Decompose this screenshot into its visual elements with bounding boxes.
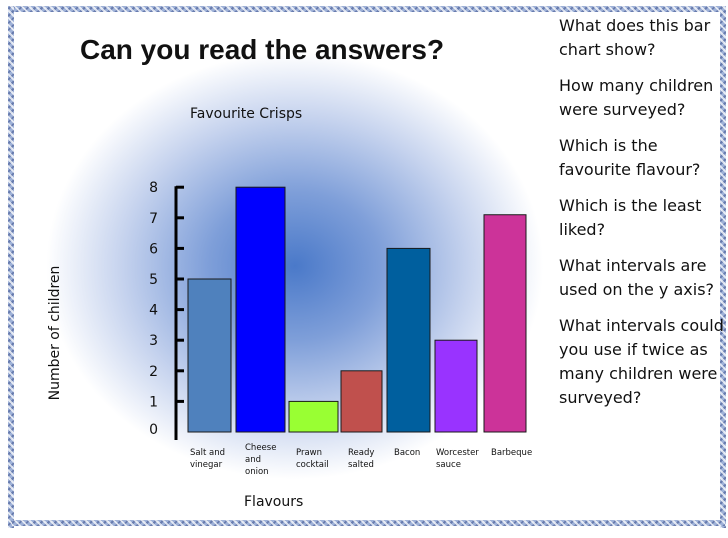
x-tick-label: Ready salted <box>348 448 374 470</box>
labels-layer: Salt and vinegar Cheese and onion Prawn cockta… <box>47 106 532 510</box>
question-item: What intervals could you use if twice as… <box>559 316 724 407</box>
x-tick-label: Barbeque <box>491 448 532 458</box>
bar <box>340 370 383 433</box>
question-item: What intervals are used on the y axis? <box>559 256 715 299</box>
y-tick-label: 1 <box>149 394 158 410</box>
border-bottom <box>12 520 725 526</box>
y-axis: 0 1 2 3 4 5 6 7 8 <box>149 180 184 440</box>
x-axis-label: Flavours <box>244 494 303 510</box>
bars-layer <box>187 186 527 433</box>
bar <box>483 214 527 433</box>
x-tick-label: Cheese and onion <box>245 443 276 477</box>
y-tick-label: 2 <box>149 364 158 380</box>
question-item: How many children were surveyed? <box>559 76 714 119</box>
x-tick-label: Salt and vinegar <box>190 448 225 470</box>
chart-slide: Can you read the answers? 0 1 2 3 4 5 6 7 8 Salt… <box>14 12 554 520</box>
question-list: What does this bar chart show? How many c… <box>559 14 725 422</box>
x-tick-label: Prawn cocktail <box>296 448 329 470</box>
bar <box>187 278 232 433</box>
y-tick-label: 3 <box>149 333 158 349</box>
question-item: Which is the favourite flavour? <box>559 136 701 179</box>
y-tick-label: 5 <box>149 272 158 288</box>
border-left <box>8 6 14 528</box>
bar-chart: 0 1 2 3 4 5 6 7 8 Salt and vinegar Cheese and onion P… <box>47 106 532 510</box>
bar <box>434 339 478 433</box>
y-axis-label: Number of children <box>47 266 63 401</box>
y-tick-label: 7 <box>149 211 158 227</box>
x-tick-label: Bacon <box>394 448 420 458</box>
chart-title: Favourite Crisps <box>190 106 302 122</box>
bar <box>235 186 286 433</box>
x-tick-label: Worcester sauce <box>436 448 479 470</box>
question-item: Which is the least liked? <box>559 196 702 239</box>
border-right <box>720 6 726 528</box>
question-item: What does this bar chart show? <box>559 16 711 59</box>
y-tick-label: 8 <box>149 180 158 196</box>
bar <box>288 400 339 433</box>
y-tick-label: 4 <box>149 303 158 319</box>
border-top <box>12 6 725 12</box>
y-tick-label: 0 <box>149 422 158 438</box>
bar <box>386 247 431 433</box>
slide-title: Can you read the answers? <box>80 34 445 65</box>
y-tick-label: 6 <box>149 241 158 257</box>
